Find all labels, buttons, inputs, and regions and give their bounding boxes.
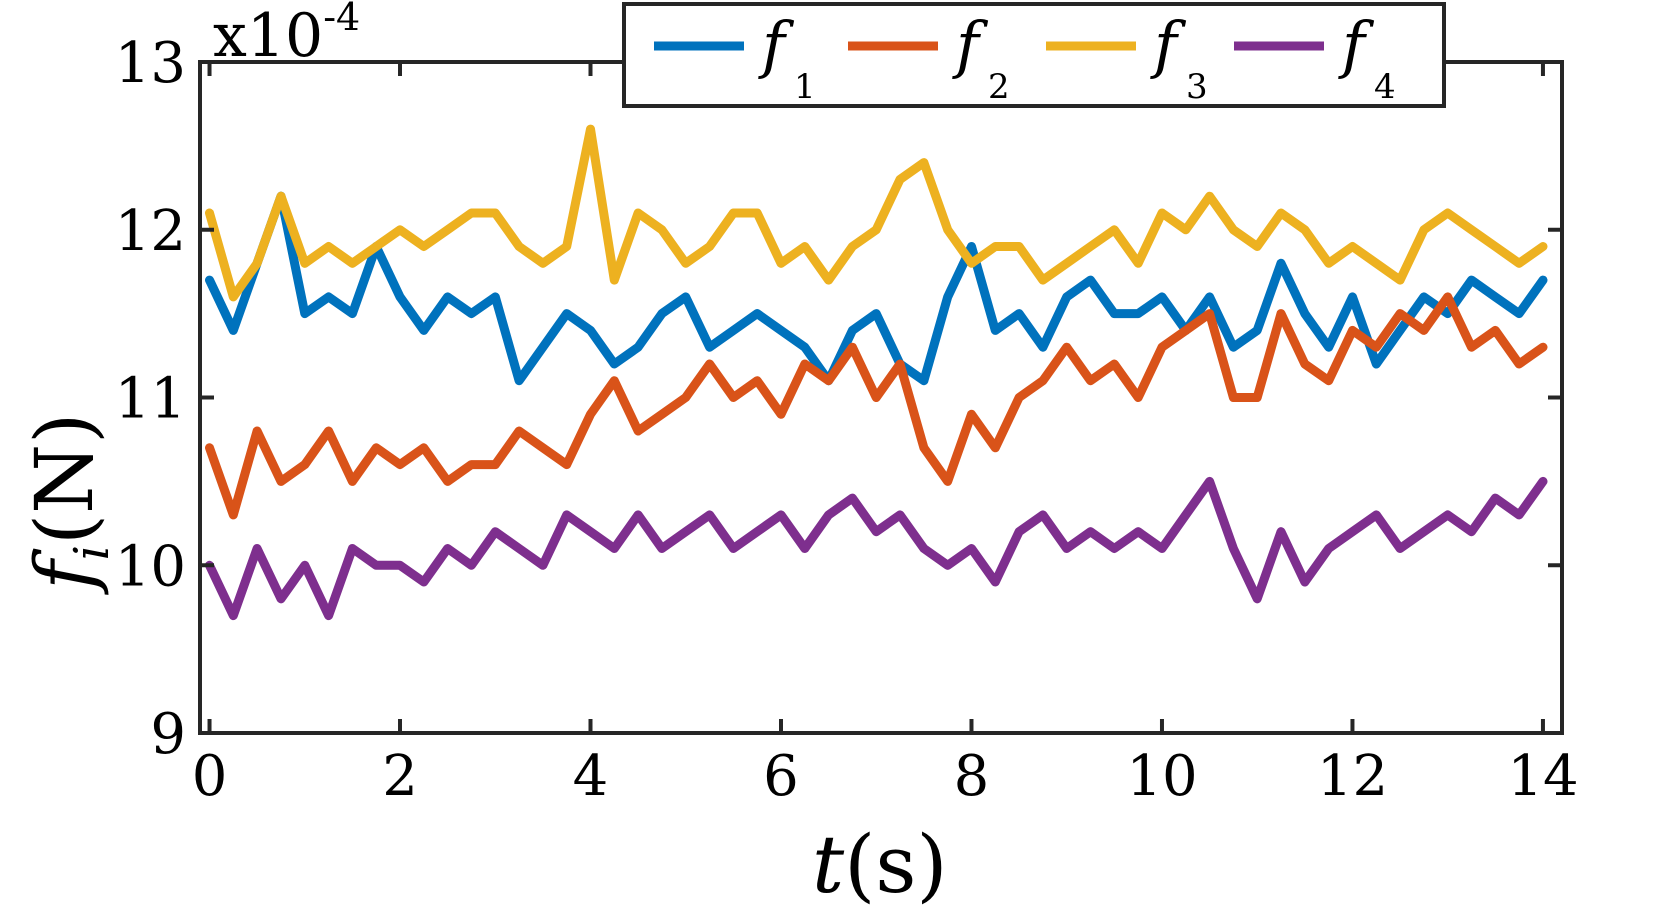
x-tick-label: 6 — [763, 744, 799, 809]
series-layer — [205, 124, 1548, 621]
legend-box — [622, 2, 1446, 108]
series-line-2 — [205, 292, 1548, 520]
x-tick-label: 0 — [192, 744, 228, 809]
series-line-4 — [205, 476, 1548, 621]
x-tick-label: 12 — [1317, 744, 1388, 809]
legend-sub-4: 4 — [1374, 67, 1396, 107]
x-tick-label: 2 — [382, 744, 418, 809]
legend-sub-2: 2 — [988, 67, 1010, 107]
scale-note: x10-4 — [213, 0, 360, 71]
y-tick-label: 11 — [115, 367, 186, 432]
y-tick-label: 13 — [115, 31, 186, 96]
x-tick-label: 10 — [1126, 744, 1197, 809]
x-axis-label: t(s) — [812, 818, 948, 911]
y-tick-label: 9 — [150, 702, 186, 767]
y-axis-label: fi(N) — [18, 413, 120, 595]
legend-sub-1: 1 — [794, 67, 816, 107]
series-line-3 — [205, 124, 1548, 302]
x-tick-label: 14 — [1507, 744, 1578, 809]
x-tick-label: 8 — [954, 744, 990, 809]
y-tick-label: 10 — [115, 534, 186, 599]
series-line-1 — [205, 191, 1548, 386]
legend-sub-3: 3 — [1186, 67, 1208, 107]
y-tick-label: 12 — [115, 199, 186, 264]
x-tick-label: 4 — [573, 744, 609, 809]
